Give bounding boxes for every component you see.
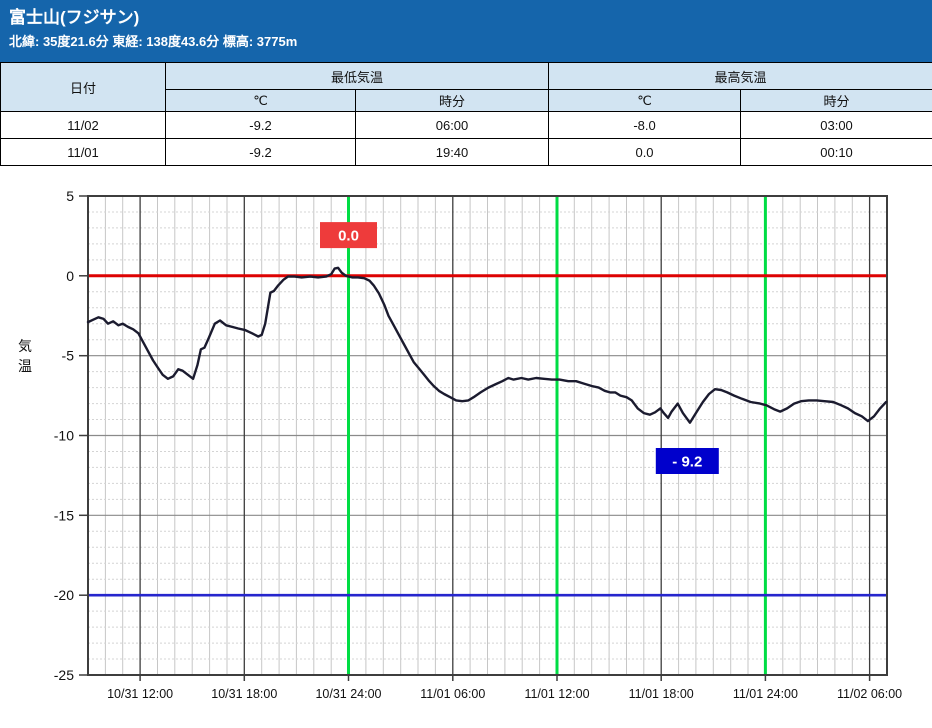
y-tick-label: -5 [62, 348, 75, 364]
x-tick-label: 11/01 12:00 [524, 687, 589, 701]
y-axis-title: 温 [18, 358, 32, 374]
x-tick-label: 10/31 18:00 [211, 687, 277, 701]
min-max-temperature-table: 日付 最低気温 最高気温 ℃ 時分 ℃ 時分 11/02 -9.2 06:00 … [0, 62, 932, 166]
max-temp-badge: 0.0 [320, 222, 377, 248]
x-tick-label: 11/01 24:00 [733, 687, 798, 701]
y-tick-label: 0 [66, 268, 74, 284]
col-header-max-time: 時分 [741, 90, 932, 112]
cell-max-temp: 0.0 [549, 139, 741, 166]
x-tick-label: 11/01 06:00 [420, 687, 485, 701]
cell-min-time: 06:00 [356, 112, 549, 139]
svg-text:0.0: 0.0 [338, 228, 359, 245]
station-header: 富士山(フジサン) 北緯: 35度21.6分 東経: 138度43.6分 標高:… [0, 0, 932, 62]
station-title: 富士山(フジサン) [9, 7, 932, 29]
x-tick-label: 10/31 12:00 [107, 687, 173, 701]
col-header-min-celsius: ℃ [166, 90, 356, 112]
temperature-chart: 5 0 -5 -10 -15 -20 -25 10/31 12:00 10/31 18:00 10… [0, 184, 932, 723]
cell-max-time: 03:00 [741, 112, 932, 139]
cell-date: 11/02 [1, 112, 166, 139]
station-coordinates: 北緯: 35度21.6分 東経: 138度43.6分 標高: 3775m [9, 32, 932, 51]
col-group-min-temp: 最低気温 [166, 63, 549, 90]
chart-svg: 5 0 -5 -10 -15 -20 -25 10/31 12:00 10/31 18:00 10… [0, 184, 932, 723]
x-tick-label: 11/02 06:00 [837, 687, 902, 701]
cell-min-temp: -9.2 [166, 112, 356, 139]
col-header-max-celsius: ℃ [549, 90, 741, 112]
col-group-max-temp: 最高気温 [549, 63, 932, 90]
y-tick-label: -15 [54, 507, 74, 523]
table-row: 11/01 -9.2 19:40 0.0 00:10 [1, 139, 932, 166]
x-tick-label: 10/31 24:00 [315, 687, 381, 701]
y-tick-label: 5 [66, 188, 74, 204]
x-tick-label: 11/01 18:00 [629, 687, 694, 701]
y-axis-title: 気 [18, 338, 32, 354]
cell-min-temp: -9.2 [166, 139, 356, 166]
y-tick-label: -10 [54, 428, 74, 444]
min-temp-badge: - 9.2 [656, 448, 719, 474]
cell-max-time: 00:10 [741, 139, 932, 166]
y-tick-label: -25 [54, 667, 74, 683]
svg-text:- 9.2: - 9.2 [672, 454, 702, 471]
cell-min-time: 19:40 [356, 139, 549, 166]
col-header-min-time: 時分 [356, 90, 549, 112]
col-header-date: 日付 [1, 63, 166, 112]
table-row: 11/02 -9.2 06:00 -8.0 03:00 [1, 112, 932, 139]
cell-max-temp: -8.0 [549, 112, 741, 139]
y-tick-label: -20 [54, 587, 74, 603]
cell-date: 11/01 [1, 139, 166, 166]
